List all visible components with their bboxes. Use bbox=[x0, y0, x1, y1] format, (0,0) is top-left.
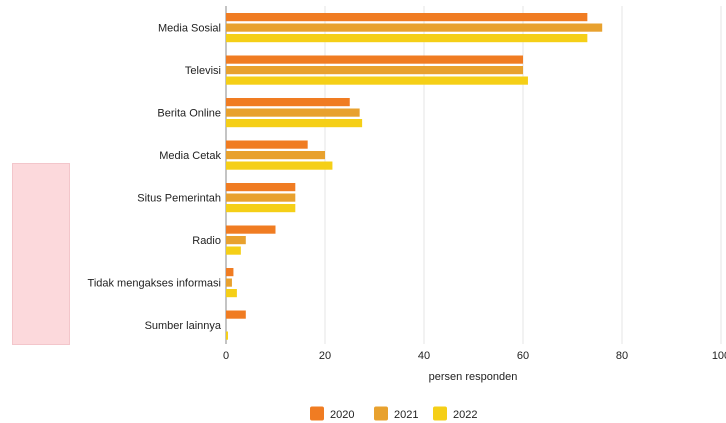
bar-2021 bbox=[226, 23, 603, 32]
legend-label: 2020 bbox=[330, 409, 354, 421]
bar-2022 bbox=[226, 76, 528, 85]
bar-2021 bbox=[226, 278, 232, 287]
bar-2022 bbox=[226, 34, 588, 43]
x-tick-label: 80 bbox=[616, 350, 628, 362]
bar-2020 bbox=[226, 13, 588, 22]
bar-2022 bbox=[226, 289, 237, 298]
bar-2022 bbox=[226, 161, 333, 170]
legend-swatch-2020 bbox=[310, 406, 324, 421]
x-tick-label: 40 bbox=[418, 350, 430, 362]
category-label: Televisi bbox=[185, 65, 221, 77]
bar-2020 bbox=[226, 225, 276, 234]
bar-2022 bbox=[226, 119, 363, 128]
bar-2022 bbox=[226, 204, 296, 213]
legend-swatch-2021 bbox=[374, 406, 388, 421]
x-tick-label: 20 bbox=[319, 350, 331, 362]
legend-swatch-2022 bbox=[433, 406, 447, 421]
bar-2020 bbox=[226, 55, 523, 64]
legend-label: 2021 bbox=[394, 409, 418, 421]
bar-2021 bbox=[226, 108, 360, 117]
bar-2021 bbox=[226, 66, 523, 75]
pink-overlay-box bbox=[12, 163, 70, 345]
bar-2020 bbox=[226, 183, 296, 192]
bar-2020 bbox=[226, 98, 350, 107]
category-label: Situs Pemerintah bbox=[137, 193, 221, 205]
bar-2020 bbox=[226, 268, 234, 277]
category-label: Tidak mengakses informasi bbox=[88, 278, 221, 290]
bar-2020 bbox=[226, 140, 308, 149]
x-tick-label: 100 bbox=[712, 350, 726, 362]
category-label: Berita Online bbox=[157, 108, 221, 120]
category-label: Media Sosial bbox=[158, 23, 221, 35]
bar-2022 bbox=[226, 331, 228, 340]
category-label: Media Cetak bbox=[159, 150, 221, 162]
x-tick-label: 0 bbox=[223, 350, 229, 362]
x-axis-label: persen responden bbox=[429, 371, 518, 383]
bar-2021 bbox=[226, 151, 325, 160]
category-label: Sumber lainnya bbox=[145, 320, 222, 332]
bar-2020 bbox=[226, 310, 246, 319]
bar-2022 bbox=[226, 246, 241, 255]
legend-label: 2022 bbox=[453, 409, 477, 421]
bar-2021 bbox=[226, 193, 296, 202]
category-label: Radio bbox=[192, 235, 221, 247]
x-tick-label: 60 bbox=[517, 350, 529, 362]
bar-2021 bbox=[226, 236, 246, 245]
